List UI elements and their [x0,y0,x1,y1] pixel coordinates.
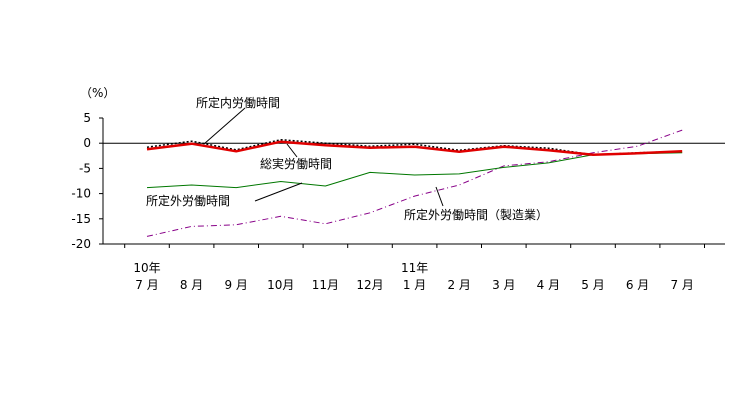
series-line-1 [146,140,683,157]
y-tick-label: -5 [79,161,91,175]
x-month-label: 6 月 [626,278,649,292]
series-line-3 [146,129,683,237]
y-tick-label: -10 [71,187,91,201]
annotation-overtime-hours: 所定外労働時間 [146,193,230,208]
leader-line-overtime [254,182,303,202]
y-unit-label: （%） [80,86,115,100]
x-month-label: 10月 [267,278,294,292]
x-month-label: 1 月 [403,278,426,292]
x-month-label: 3 月 [492,278,515,292]
annotation-overtime-manufacturing: 所定外労働時間（製造業） [404,207,548,222]
x-month-label: 5 月 [581,278,604,292]
x-month-label: 2 月 [447,278,470,292]
annotation-total-hours: 総実労働時間 [260,156,332,171]
y-tick-label: -20 [71,237,91,251]
x-year-label: 11年 [401,261,428,275]
leader-line-overtime-mfg [435,186,444,207]
x-month-label: 12月 [356,278,383,292]
y-tick-label: -15 [71,212,91,226]
x-month-label: 9 月 [224,278,247,292]
x-month-label: 11月 [312,278,339,292]
annotation-scheduled-hours: 所定内労働時間 [196,95,280,110]
series-line-2 [146,152,683,189]
y-tick-label: 5 [83,111,91,125]
leader-line-scheduled [203,107,246,145]
x-month-label: 7 月 [670,278,693,292]
x-year-label: 10年 [133,261,160,275]
x-month-label: 8 月 [180,278,203,292]
x-month-label: 4 月 [537,278,560,292]
y-tick-label: 0 [83,136,91,150]
x-month-label: 7 月 [135,278,158,292]
leader-line-total [286,143,298,158]
